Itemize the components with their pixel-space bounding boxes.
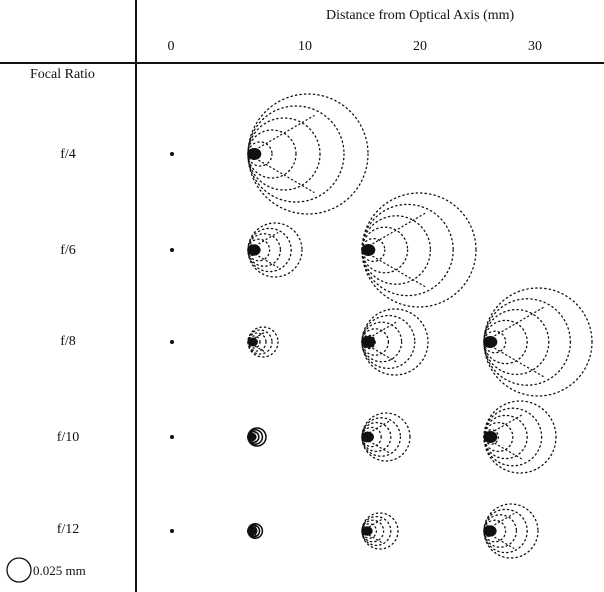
- spot-diagram-f12-30mm: [483, 503, 539, 559]
- spot-diagram-f8-10mm: [247, 326, 279, 358]
- spot-diagram-f6-10mm: [247, 222, 303, 278]
- spot-diagram-f12-20mm: [361, 512, 399, 550]
- focal-ratio-title: Focal Ratio: [30, 67, 95, 82]
- scale-circle-icon: [6, 557, 32, 583]
- distance-tick-10: 10: [298, 39, 312, 54]
- row-label-f6: f/6: [60, 243, 76, 258]
- spot-diagram-f10-10mm: [247, 427, 267, 447]
- vertical-divider: [135, 0, 137, 592]
- spot-diagram-f8-30mm: [483, 287, 593, 397]
- spot-diagram-f8-20mm: [361, 308, 429, 376]
- row-label-f12: f/12: [56, 522, 80, 537]
- spot-diagram-f12-0mm: [170, 529, 174, 533]
- spot-diagram-f10-20mm: [361, 412, 411, 462]
- spot-diagram-f10-30mm: [483, 400, 557, 474]
- distance-tick-20: 20: [413, 39, 427, 54]
- spot-diagram-f6-0mm: [170, 248, 174, 252]
- distance-tick-0: 0: [167, 39, 175, 54]
- spot-diagram-f12-10mm: [247, 522, 264, 539]
- spot-diagram-f10-0mm: [170, 435, 174, 439]
- scale-label: 0.025 mm: [33, 563, 86, 578]
- row-label-f4: f/4: [60, 147, 76, 162]
- spot-diagram-f6-20mm: [361, 192, 477, 308]
- row-label-f8: f/8: [60, 334, 76, 349]
- spot-diagram-f4-10mm: [247, 93, 369, 215]
- spot-diagram-f4-0mm: [170, 152, 174, 156]
- distance-tick-30: 30: [528, 39, 542, 54]
- horizontal-divider: [0, 62, 604, 64]
- distance-axis-title: Distance from Optical Axis (mm): [326, 8, 515, 23]
- spot-diagram-f8-0mm: [170, 340, 174, 344]
- row-label-f10: f/10: [56, 430, 80, 445]
